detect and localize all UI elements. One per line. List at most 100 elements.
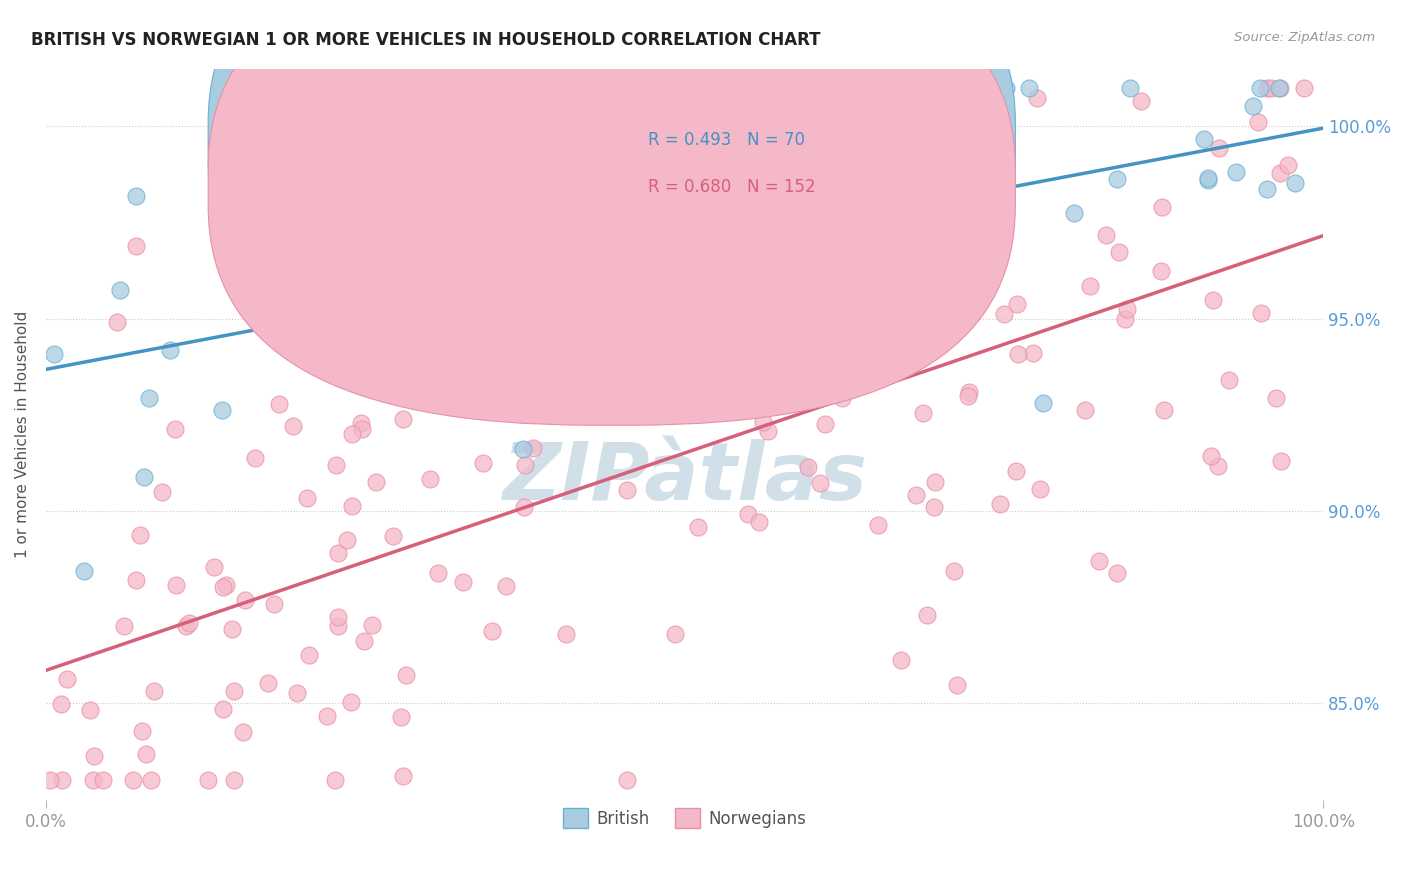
Point xyxy=(382,337,405,351)
Point xyxy=(848,95,870,110)
Point xyxy=(295,491,318,506)
Point xyxy=(446,360,468,375)
Text: Source: ZipAtlas.com: Source: ZipAtlas.com xyxy=(1234,31,1375,45)
Point xyxy=(1192,132,1215,146)
Point xyxy=(904,488,927,502)
Point xyxy=(224,684,246,698)
Point xyxy=(328,546,350,560)
Point xyxy=(756,226,779,240)
Point xyxy=(1201,293,1223,307)
FancyBboxPatch shape xyxy=(208,0,1015,425)
Point xyxy=(1218,373,1240,387)
Point xyxy=(1094,227,1116,242)
Point xyxy=(165,422,187,436)
Point xyxy=(381,529,404,543)
Point xyxy=(945,244,967,259)
Point xyxy=(138,392,160,406)
Point xyxy=(925,227,948,241)
Point xyxy=(38,773,60,788)
Point xyxy=(794,234,817,248)
Point xyxy=(1267,80,1289,95)
Point xyxy=(991,192,1014,206)
Point xyxy=(174,619,197,633)
Point xyxy=(1268,166,1291,180)
Point xyxy=(83,749,105,764)
Point xyxy=(676,381,699,395)
Point xyxy=(1152,200,1174,214)
Point xyxy=(513,500,536,515)
Point xyxy=(769,268,792,283)
Point xyxy=(245,450,267,465)
Point xyxy=(1225,165,1247,179)
Point xyxy=(298,648,321,663)
Point xyxy=(129,528,152,542)
Point xyxy=(197,773,219,788)
Point xyxy=(342,500,364,514)
Point xyxy=(756,424,779,438)
Point xyxy=(1074,403,1097,417)
Point xyxy=(389,710,412,724)
Point xyxy=(44,347,66,361)
Point xyxy=(212,702,235,716)
Point xyxy=(673,233,696,247)
Point xyxy=(263,597,285,611)
Point xyxy=(1032,396,1054,410)
Point xyxy=(707,315,730,329)
Point xyxy=(1270,80,1292,95)
Point xyxy=(924,475,946,489)
Point xyxy=(1249,80,1271,95)
Point xyxy=(202,559,225,574)
Text: BRITISH VS NORWEGIAN 1 OR MORE VEHICLES IN HOUSEHOLD CORRELATION CHART: BRITISH VS NORWEGIAN 1 OR MORE VEHICLES … xyxy=(31,31,821,49)
Point xyxy=(112,619,135,633)
Point xyxy=(270,130,292,145)
Point xyxy=(1247,115,1270,129)
Point xyxy=(285,686,308,700)
Point xyxy=(960,80,983,95)
Point xyxy=(336,533,359,548)
Point xyxy=(451,575,474,590)
Point xyxy=(143,684,166,698)
Point xyxy=(541,386,564,401)
Point xyxy=(1250,306,1272,320)
Point xyxy=(212,580,235,594)
Point xyxy=(737,507,759,521)
Point xyxy=(433,278,456,293)
Point xyxy=(426,566,449,580)
Point xyxy=(269,397,291,411)
Point xyxy=(1292,80,1315,95)
Point xyxy=(232,724,254,739)
Point xyxy=(1114,312,1136,326)
Point xyxy=(945,678,967,692)
Point xyxy=(616,483,638,498)
Text: ZIPàtlas: ZIPàtlas xyxy=(502,439,868,516)
Y-axis label: 1 or more Vehicles in Household: 1 or more Vehicles in Household xyxy=(15,310,30,558)
Point xyxy=(1119,80,1142,95)
Point xyxy=(419,472,441,486)
Point xyxy=(706,276,728,290)
Point xyxy=(55,672,77,686)
Point xyxy=(1197,173,1219,187)
Point xyxy=(150,484,173,499)
Point xyxy=(1078,278,1101,293)
Point xyxy=(688,520,710,534)
Point xyxy=(595,235,617,250)
Point xyxy=(922,500,945,514)
Point xyxy=(1063,206,1085,220)
Point xyxy=(831,392,853,406)
Point xyxy=(165,577,187,591)
Point xyxy=(135,747,157,762)
Point xyxy=(891,80,914,95)
Point xyxy=(904,80,927,95)
Point xyxy=(855,268,877,282)
Point xyxy=(648,261,671,276)
Point xyxy=(956,389,979,403)
Point xyxy=(957,384,980,399)
Point xyxy=(481,624,503,638)
Point xyxy=(301,256,323,270)
Point xyxy=(392,769,415,783)
Point xyxy=(1130,95,1153,109)
Point xyxy=(312,279,335,293)
Point xyxy=(1108,245,1130,260)
Point xyxy=(1265,392,1288,406)
Point xyxy=(440,194,463,208)
